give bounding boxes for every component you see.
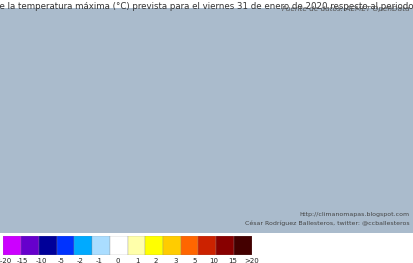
Text: 2: 2 [154, 258, 158, 263]
Bar [3, 236, 21, 255]
Text: http://climanomapas.blogspot.com: http://climanomapas.blogspot.com [299, 212, 409, 217]
Text: 1: 1 [135, 258, 139, 263]
Bar [92, 236, 109, 255]
Text: >20: >20 [244, 258, 259, 263]
Bar [163, 236, 180, 255]
Text: 15: 15 [228, 258, 237, 263]
Text: <-20: <-20 [0, 258, 12, 263]
Text: 0: 0 [115, 258, 120, 263]
Text: 10: 10 [209, 258, 218, 263]
Bar [216, 236, 233, 255]
Text: 3: 3 [173, 258, 177, 263]
Bar [180, 236, 198, 255]
Bar [109, 236, 127, 255]
Text: 5: 5 [192, 258, 196, 263]
Text: -2: -2 [76, 258, 83, 263]
Bar [74, 236, 92, 255]
Bar [127, 236, 145, 255]
Text: -1: -1 [95, 258, 102, 263]
Bar [39, 236, 57, 255]
Bar [21, 236, 39, 255]
Bar [145, 236, 163, 255]
Bar [198, 236, 216, 255]
Text: -15: -15 [17, 258, 28, 263]
Text: Fuente de datos: AEMET OpenData: Fuente de datos: AEMET OpenData [282, 6, 409, 12]
Text: -10: -10 [36, 258, 47, 263]
Bar [57, 236, 74, 255]
Text: Anomalía de la temperatura máxima (°C) prevista para el viernes 31 de enero de 2: Anomalía de la temperatura máxima (°C) p… [0, 2, 413, 11]
Bar [233, 236, 251, 255]
Text: -5: -5 [57, 258, 64, 263]
Text: César Rodríguez Ballesteros, twitter: @ccballesteros: César Rodríguez Ballesteros, twitter: @c… [244, 221, 409, 226]
